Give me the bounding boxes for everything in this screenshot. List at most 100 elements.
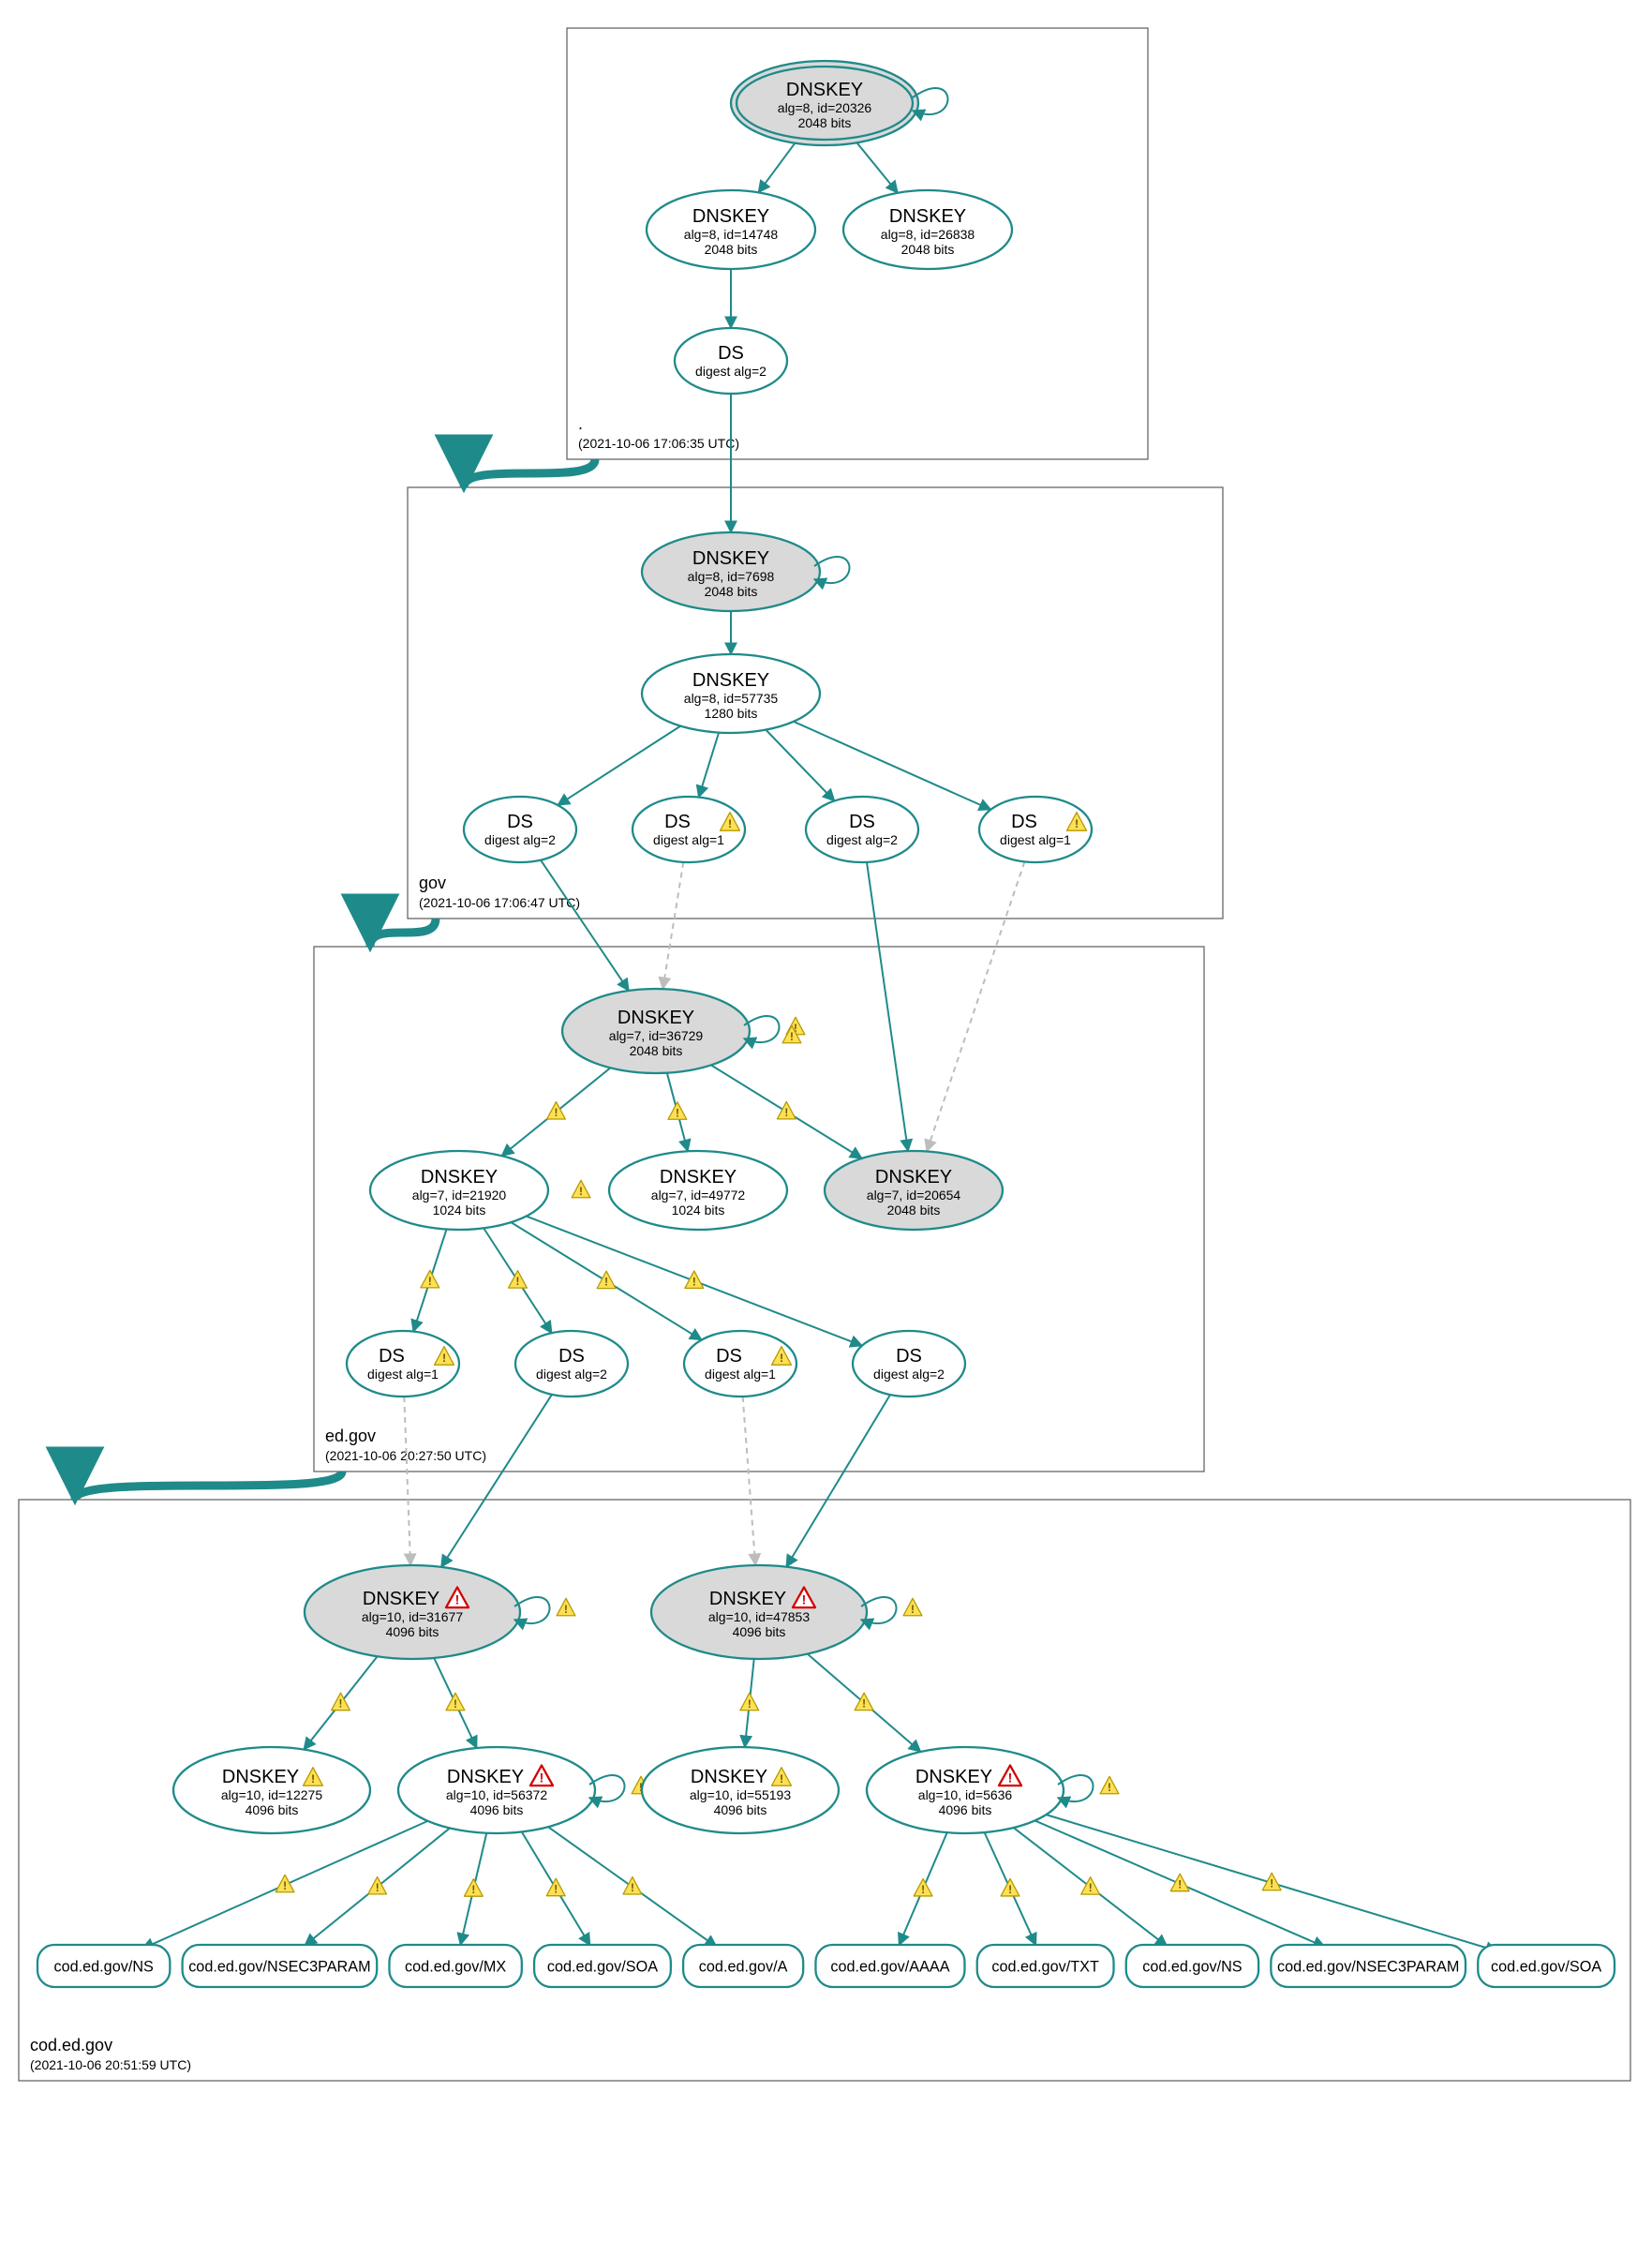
svg-text:!: ! [862, 1698, 866, 1711]
node-rr1: cod.ed.gov/NS [37, 1945, 170, 1987]
svg-text:!: ! [921, 1884, 925, 1896]
svg-text:!: ! [1008, 1770, 1013, 1785]
svg-text:DNSKEY: DNSKEY [889, 206, 966, 227]
svg-text:DNSKEY: DNSKEY [692, 548, 769, 569]
svg-text:!: ! [555, 1107, 558, 1119]
svg-text:alg=7, id=20654: alg=7, id=20654 [867, 1188, 961, 1203]
svg-text:2048 bits: 2048 bits [798, 115, 852, 130]
svg-text:alg=10, id=55193: alg=10, id=55193 [690, 1787, 791, 1802]
node-e_ds4: DSdigest alg=2 [853, 1331, 965, 1397]
svg-text:cod.ed.gov/AAAA: cod.ed.gov/AAAA [830, 1959, 949, 1976]
node-c_s1: DNSKEY!alg=10, id=122754096 bits [173, 1747, 370, 1833]
svg-text:gov: gov [419, 874, 446, 892]
svg-text:DNSKEY: DNSKEY [691, 1767, 767, 1787]
svg-text:!: ! [428, 1276, 432, 1288]
node-g_ds2: DS!digest alg=1 [633, 797, 745, 862]
svg-text:digest alg=2: digest alg=2 [536, 1367, 607, 1382]
node-rr4: cod.ed.gov/SOA [534, 1945, 671, 1987]
svg-text:DNSKEY: DNSKEY [692, 670, 769, 691]
svg-text:!: ! [780, 1772, 783, 1785]
node-r_ksk: DNSKEYalg=8, id=203262048 bits [731, 61, 948, 145]
svg-text:(2021-10-06 20:51:59 UTC): (2021-10-06 20:51:59 UTC) [30, 2057, 191, 2072]
svg-text:!: ! [780, 1352, 783, 1365]
svg-text:2048 bits: 2048 bits [705, 242, 758, 257]
node-g_ksk: DNSKEYalg=8, id=76982048 bits [642, 532, 850, 611]
svg-text:cod.ed.gov: cod.ed.gov [30, 2036, 112, 2054]
svg-text:DNSKEY: DNSKEY [421, 1167, 498, 1188]
svg-text:alg=10, id=56372: alg=10, id=56372 [446, 1787, 547, 1802]
svg-text:!: ! [1008, 1884, 1012, 1896]
svg-text:(2021-10-06 17:06:47 UTC): (2021-10-06 17:06:47 UTC) [419, 895, 580, 910]
svg-text:ed.gov: ed.gov [325, 1427, 376, 1445]
svg-text:digest alg=1: digest alg=1 [705, 1367, 776, 1382]
node-e_ds2: DSdigest alg=2 [515, 1331, 628, 1397]
svg-text:!: ! [376, 1882, 380, 1894]
svg-text:cod.ed.gov/A: cod.ed.gov/A [699, 1959, 788, 1976]
svg-text:DNSKEY: DNSKEY [447, 1767, 524, 1787]
svg-text:2048 bits: 2048 bits [630, 1043, 683, 1058]
node-c_s4: DNSKEY!alg=10, id=56364096 bits! [867, 1747, 1119, 1833]
svg-text:!: ! [1108, 1782, 1111, 1794]
svg-text:DS: DS [849, 812, 875, 832]
svg-text:2048 bits: 2048 bits [705, 584, 758, 599]
svg-text:!: ! [454, 1698, 457, 1711]
svg-text:!: ! [540, 1770, 544, 1785]
svg-text:2048 bits: 2048 bits [901, 242, 955, 257]
node-rr2: cod.ed.gov/NSEC3PARAM [183, 1945, 378, 1987]
svg-text:!: ! [516, 1276, 520, 1288]
svg-text:alg=8, id=14748: alg=8, id=14748 [684, 227, 779, 242]
svg-text:2048 bits: 2048 bits [887, 1203, 941, 1218]
svg-text:!: ! [1089, 1882, 1093, 1894]
node-rr10: cod.ed.gov/SOA [1478, 1945, 1615, 1987]
svg-text:cod.ed.gov/NS: cod.ed.gov/NS [1142, 1959, 1243, 1976]
dnssec-graph: .(2021-10-06 17:06:35 UTC)gov(2021-10-06… [0, 0, 1652, 2256]
node-rr6: cod.ed.gov/AAAA [815, 1945, 964, 1987]
svg-text:!: ! [802, 1592, 807, 1607]
svg-text:alg=10, id=5636: alg=10, id=5636 [918, 1787, 1013, 1802]
svg-text:!: ! [471, 1884, 475, 1896]
svg-text:!: ! [631, 1882, 634, 1894]
svg-text:!: ! [676, 1107, 679, 1119]
svg-text:!: ! [790, 1031, 794, 1043]
svg-text:DS: DS [664, 812, 691, 832]
node-e_ds1: DS!digest alg=1 [347, 1331, 459, 1397]
svg-text:digest alg=2: digest alg=2 [695, 364, 766, 379]
svg-text:digest alg=1: digest alg=1 [367, 1367, 439, 1382]
node-e_z2: DNSKEYalg=7, id=497721024 bits [609, 1151, 787, 1230]
node-g_zsk: DNSKEYalg=8, id=577351280 bits [642, 654, 820, 733]
node-rr8: cod.ed.gov/NS [1126, 1945, 1258, 1987]
svg-text:!: ! [1075, 817, 1079, 830]
svg-text:!: ! [604, 1277, 608, 1289]
svg-text:!: ! [1270, 1878, 1273, 1890]
svg-text:DS: DS [896, 1346, 922, 1367]
svg-text:digest alg=1: digest alg=1 [1000, 832, 1071, 847]
svg-text:DNSKEY: DNSKEY [222, 1767, 299, 1787]
svg-text:cod.ed.gov/TXT: cod.ed.gov/TXT [991, 1959, 1099, 1976]
node-r_ds: DSdigest alg=2 [675, 328, 787, 394]
svg-text:DS: DS [558, 1346, 585, 1367]
svg-text:4096 bits: 4096 bits [470, 1802, 524, 1817]
node-c_s2: DNSKEY!alg=10, id=563724096 bits! [398, 1747, 650, 1833]
svg-text:alg=10, id=47853: alg=10, id=47853 [708, 1609, 810, 1624]
svg-text:DNSKEY: DNSKEY [363, 1589, 439, 1609]
svg-text:1024 bits: 1024 bits [433, 1203, 486, 1218]
svg-text:.: . [578, 414, 583, 433]
svg-text:DNSKEY: DNSKEY [915, 1767, 992, 1787]
svg-text:DNSKEY: DNSKEY [618, 1008, 694, 1028]
svg-text:!: ! [554, 1884, 558, 1896]
svg-text:4096 bits: 4096 bits [386, 1624, 439, 1639]
svg-text:alg=7, id=36729: alg=7, id=36729 [609, 1028, 704, 1043]
svg-text:DNSKEY: DNSKEY [692, 206, 769, 227]
svg-text:alg=8, id=26838: alg=8, id=26838 [881, 227, 975, 242]
svg-text:alg=8, id=20326: alg=8, id=20326 [778, 100, 872, 115]
svg-text:4096 bits: 4096 bits [733, 1624, 786, 1639]
node-e_z1: DNSKEYalg=7, id=219201024 bits [370, 1151, 548, 1230]
node-rr5: cod.ed.gov/A [683, 1945, 803, 1987]
node-g_ds3: DSdigest alg=2 [806, 797, 918, 862]
svg-text:!: ! [455, 1592, 460, 1607]
svg-text:!: ! [748, 1698, 752, 1711]
svg-text:DS: DS [507, 812, 533, 832]
svg-text:DNSKEY: DNSKEY [709, 1589, 786, 1609]
svg-text:DS: DS [716, 1346, 742, 1367]
svg-text:!: ! [692, 1276, 696, 1288]
